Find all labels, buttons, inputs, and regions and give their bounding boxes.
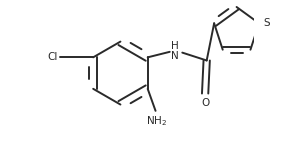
Text: NH$_2$: NH$_2$ bbox=[146, 114, 167, 128]
Text: Cl: Cl bbox=[47, 52, 58, 61]
Text: H
N: H N bbox=[171, 41, 179, 61]
Text: S: S bbox=[264, 18, 270, 28]
Text: O: O bbox=[201, 98, 209, 108]
